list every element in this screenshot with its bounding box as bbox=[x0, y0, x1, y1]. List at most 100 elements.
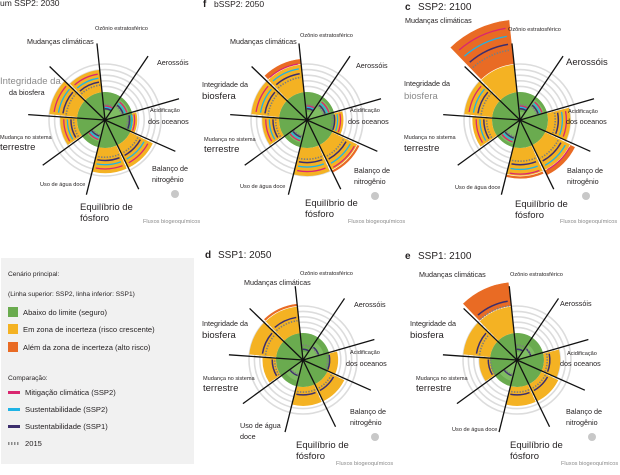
label-acidification-2: dos oceanos bbox=[148, 117, 189, 126]
baseline-2015-arc bbox=[511, 157, 536, 162]
sector-divider bbox=[284, 359, 304, 433]
comparison-sust-ssp1-arc bbox=[475, 332, 487, 354]
sector-acidifica-o-dos-oceanos-uncertain bbox=[541, 349, 561, 378]
label-flows: Fluxos biogeoquímicos bbox=[348, 219, 405, 225]
label-acidification: Acidificação bbox=[568, 109, 598, 115]
baseline-2015-arc bbox=[277, 76, 302, 89]
label-phosphorus: Equilíbrio de bbox=[305, 198, 358, 209]
line-sust-ssp2-swatch bbox=[8, 408, 20, 411]
sector-divider bbox=[298, 43, 308, 121]
label-phosphorus: Equilíbrio de bbox=[296, 440, 349, 451]
sector-divider bbox=[104, 119, 140, 190]
comparison-sust-ssp1-arc bbox=[510, 391, 530, 396]
label-acidification-2: dos oceanos bbox=[346, 359, 387, 368]
comparison-sust-ssp1-arc bbox=[503, 369, 512, 377]
label-nitrogen-2: nitrogênio bbox=[152, 175, 184, 184]
label-land: Mudança no sistema bbox=[203, 376, 256, 382]
label-phosphorus-2: fósforo bbox=[305, 209, 334, 220]
sector-mudan-as-clim-ticas-uncertain bbox=[268, 64, 305, 100]
comparison-mitigation-arc bbox=[501, 134, 513, 143]
label-phosphorus-2: fósforo bbox=[80, 213, 109, 224]
sector-divider bbox=[242, 359, 304, 405]
sector-mudan-as-clim-ticas-high-risk bbox=[449, 19, 515, 81]
chart-ssp2-2030 bbox=[28, 43, 180, 195]
comparison-sust-ssp1-arc bbox=[274, 316, 297, 329]
comparison-sust-ssp1-arc bbox=[261, 332, 273, 354]
legend-baseline: 2015 bbox=[8, 439, 42, 448]
comparison-mitigation-arc bbox=[269, 63, 299, 78]
label-land-2: terrestre bbox=[416, 383, 451, 394]
baseline-2015-arc bbox=[329, 114, 334, 130]
comparison-sust-ssp2-arc bbox=[472, 88, 485, 113]
baseline-2015-arc bbox=[264, 334, 276, 355]
sector-divider bbox=[104, 55, 149, 121]
sector-mudan-as-clim-ticas-uncertain bbox=[265, 306, 301, 341]
sector-divider bbox=[96, 43, 106, 121]
legend-zone-high-risk: Além da zona de incerteza (alto risco) bbox=[8, 342, 150, 352]
sector-divider bbox=[306, 55, 351, 121]
label-water: Uso de água bbox=[240, 421, 281, 430]
comparison-sust-ssp2-arc bbox=[319, 103, 328, 114]
legend-zone-uncertain: Em zona de incerteza (risco crescente) bbox=[8, 324, 155, 334]
sector-divider bbox=[516, 359, 551, 428]
label-nitrogen-2: nitrogênio bbox=[566, 418, 598, 427]
background-ring bbox=[250, 63, 364, 177]
sector-divider bbox=[294, 286, 304, 361]
baseline-2015-arc bbox=[539, 139, 559, 159]
comparison-sust-ssp1-arc bbox=[124, 139, 142, 157]
sector-uso-de-gua-doce-safe bbox=[285, 360, 303, 381]
legend-line-mitigation-label: Mitigação climática (SSP2) bbox=[25, 388, 116, 397]
label-nitrogen: Balanço de bbox=[354, 166, 390, 175]
baseline-2015-arc bbox=[80, 84, 101, 95]
comparison-mitigation-arc bbox=[119, 101, 128, 113]
flows-dot bbox=[371, 192, 379, 200]
comparison-sust-ssp2-arc bbox=[89, 131, 100, 139]
label-acidification: Acidificação bbox=[350, 350, 380, 356]
label-land-2: terrestre bbox=[404, 143, 439, 154]
label-land: Mudança no sistema bbox=[416, 376, 469, 382]
comparison-sust-ssp1-arc bbox=[477, 300, 508, 316]
comparison-sust-ssp1-arc bbox=[487, 359, 494, 376]
comparison-sust-ssp2-arc bbox=[66, 119, 74, 140]
baseline-2015-arc bbox=[485, 118, 493, 139]
sector-divider bbox=[519, 119, 555, 190]
label-climate: Mudanças climáticas bbox=[230, 37, 297, 46]
comparison-mitigation-arc bbox=[88, 132, 99, 141]
label-acidification: Acidificação bbox=[350, 108, 380, 114]
panel-b-labels: Ozônio estratosférico Mudanças climática… bbox=[202, 33, 405, 225]
sector-mudan-a-no-sistema-terrestre-uncertain bbox=[472, 116, 497, 147]
sector-divider bbox=[519, 55, 564, 121]
baseline-2015-arc bbox=[273, 358, 280, 376]
comparison-sust-ssp2-arc bbox=[76, 77, 99, 89]
sector-divider bbox=[306, 119, 378, 152]
comparison-sust-ssp1-arc bbox=[289, 369, 298, 377]
label-nitrogen: Balanço de bbox=[567, 166, 603, 175]
baseline-2015-arc bbox=[298, 155, 322, 160]
baseline-2015-arc bbox=[551, 112, 557, 134]
label-nitrogen-2: nitrogênio bbox=[354, 177, 386, 186]
comparison-mitigation-arc bbox=[321, 101, 330, 113]
line-sust-ssp1-swatch bbox=[8, 425, 20, 428]
label-flows: Fluxos biogeoquímicos bbox=[560, 219, 617, 225]
legend-zone-high-risk-label: Além da zona de incerteza (alto risco) bbox=[23, 342, 151, 352]
panel-a-title: um SSP2: 2030 bbox=[0, 0, 60, 8]
comparison-sust-ssp1-arc bbox=[264, 91, 276, 114]
label-biosphere: Integridade da bbox=[202, 80, 248, 89]
baseline-2015-arc bbox=[293, 129, 303, 137]
label-water: Uso de água doce bbox=[452, 427, 497, 433]
comparison-sust-ssp2-arc bbox=[558, 111, 563, 136]
baseline-2015-arc bbox=[472, 49, 511, 69]
baseline-2015-arc bbox=[510, 389, 530, 393]
label-land-2: terrestre bbox=[204, 144, 239, 155]
legend-baseline-label: 2015 bbox=[25, 439, 42, 448]
legend-line-sust-ssp2-label: Sustentabilidade (SSP2) bbox=[25, 405, 108, 414]
sector-divider bbox=[443, 113, 521, 121]
background-ring bbox=[248, 305, 358, 415]
sector-divider bbox=[244, 119, 308, 166]
comparison-sust-ssp1-arc bbox=[127, 115, 131, 130]
sector-divider bbox=[49, 66, 106, 121]
label-aerosols: Aerossóis bbox=[566, 57, 608, 68]
label-aerosols: Aerossóis bbox=[560, 299, 592, 308]
sector-divider bbox=[42, 119, 106, 166]
label-biosphere-2: biosfera bbox=[202, 91, 237, 102]
